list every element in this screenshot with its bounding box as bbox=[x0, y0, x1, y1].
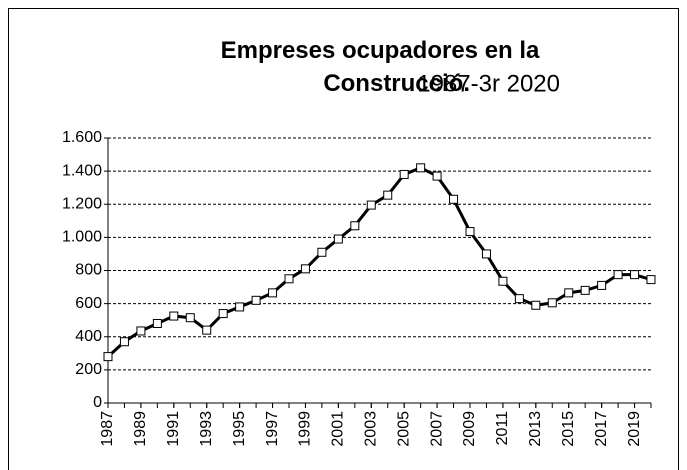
x-tick-label: 2001 bbox=[330, 411, 347, 447]
marker bbox=[416, 163, 426, 173]
y-tick-label: 1.600 bbox=[62, 129, 102, 146]
marker bbox=[547, 298, 557, 308]
x-tick-label: 2011 bbox=[494, 411, 511, 446]
x-tick-label: 2017 bbox=[593, 411, 610, 447]
series-line bbox=[106, 166, 652, 358]
x-tick-label: 2003 bbox=[362, 411, 379, 447]
x-tick-label: 2005 bbox=[395, 411, 412, 447]
marker bbox=[268, 288, 278, 298]
y-tick-label: 600 bbox=[75, 295, 102, 312]
marker bbox=[449, 194, 459, 204]
chart-title: Empreses ocupadores en la Construcció. bbox=[221, 37, 540, 97]
marker bbox=[465, 227, 475, 237]
marker bbox=[251, 295, 261, 305]
y-tick-label: 800 bbox=[75, 262, 102, 279]
marker bbox=[580, 285, 590, 295]
y-tick-label: 200 bbox=[75, 361, 102, 378]
x-tick-label: 1991 bbox=[165, 411, 182, 447]
marker bbox=[366, 200, 376, 210]
x-tick-label: 1987 bbox=[99, 411, 116, 447]
marker bbox=[317, 247, 327, 257]
y-tick-label: 0 bbox=[93, 394, 102, 411]
marker bbox=[300, 264, 310, 274]
marker bbox=[514, 294, 524, 304]
marker bbox=[169, 311, 179, 321]
marker bbox=[564, 288, 574, 298]
x-tick-label: 1993 bbox=[198, 411, 215, 447]
marker bbox=[136, 326, 146, 336]
marker bbox=[613, 270, 623, 280]
y-tick-label: 1.000 bbox=[62, 229, 102, 246]
marker bbox=[185, 313, 195, 323]
marker bbox=[399, 169, 409, 179]
x-tick-label: 2015 bbox=[560, 411, 577, 447]
y-tick-label: 1.200 bbox=[62, 195, 102, 212]
x-tick-label: 1995 bbox=[231, 411, 248, 447]
marker bbox=[498, 276, 508, 286]
marker bbox=[350, 221, 360, 231]
marker bbox=[646, 275, 656, 285]
marker bbox=[235, 302, 245, 312]
marker bbox=[119, 337, 129, 347]
marker bbox=[284, 274, 294, 284]
title-bold: Empreses ocupadores en la bbox=[221, 37, 540, 64]
chart-subtitle: 1987-3r 2020 bbox=[417, 70, 560, 97]
y-tick-label: 400 bbox=[75, 328, 102, 345]
x-tick-label: 1997 bbox=[264, 411, 281, 447]
marker bbox=[218, 309, 228, 319]
marker bbox=[481, 249, 491, 259]
x-tick-label: 2019 bbox=[626, 411, 643, 447]
title-bold-line2: Construcció. bbox=[323, 70, 470, 97]
x-tick-label: 1999 bbox=[297, 411, 314, 447]
marker bbox=[432, 171, 442, 181]
x-tick-label: 2007 bbox=[428, 411, 445, 447]
marker bbox=[531, 300, 541, 310]
marker bbox=[383, 190, 393, 200]
x-tick-label: 1989 bbox=[132, 411, 149, 447]
marker bbox=[152, 319, 162, 328]
marker bbox=[103, 352, 113, 362]
marker bbox=[630, 270, 640, 280]
x-tick-label: 2013 bbox=[527, 411, 544, 447]
y-tick-label: 1.400 bbox=[62, 162, 102, 179]
marker bbox=[597, 280, 607, 290]
x-tick-label: 2009 bbox=[461, 411, 478, 447]
chart-border bbox=[8, 8, 679, 470]
marker bbox=[333, 234, 343, 244]
marker bbox=[202, 325, 212, 335]
